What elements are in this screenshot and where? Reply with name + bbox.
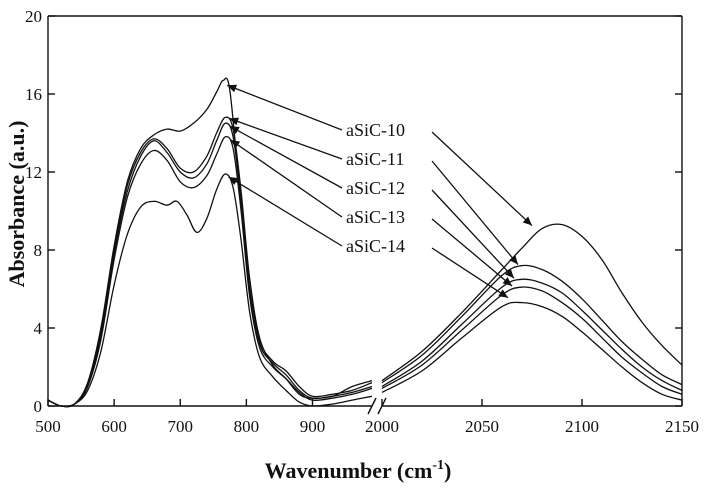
series-label-aSiC-13: aSiC-13 — [346, 207, 405, 227]
label-arrow-left — [226, 84, 343, 131]
label-arrow-left-head — [229, 126, 240, 135]
series-label-aSiC-10: aSiC-10 — [346, 120, 405, 140]
x-tick-label: 2100 — [565, 417, 599, 436]
label-arrow-left-head — [227, 84, 238, 93]
y-tick-label: 20 — [25, 7, 42, 26]
label-arrow-right — [431, 189, 515, 279]
plot-area: 0 4 8 12 16 20 500 600 700 800 900 2000 2050 2100 2150… — [25, 7, 699, 436]
series-line-aSiC-13-high — [381, 286, 683, 395]
label-arrow-right — [431, 247, 509, 299]
y-tick-label: 4 — [34, 319, 43, 338]
label-arrow-right-head — [509, 255, 518, 265]
series-line-aSiC-11-high — [381, 264, 683, 386]
y-tick-label: 16 — [25, 85, 42, 104]
label-arrow-left — [230, 139, 343, 218]
x-axis-title: Wavenumber (cm-1) — [265, 458, 452, 483]
y-tick-label: 0 — [34, 397, 43, 416]
axis-break-mark — [367, 397, 377, 415]
label-arrow-left — [229, 125, 343, 189]
label-arrow-right-head — [502, 277, 512, 286]
label-arrow-left-head — [229, 117, 240, 126]
series-line-aSiC-13-low — [47, 135, 373, 408]
series-label-aSiC-12: aSiC-12 — [346, 178, 405, 198]
x-tick-label: 2000 — [365, 417, 399, 436]
series-line-aSiC-12-high — [381, 278, 683, 391]
x-tick-label: 900 — [300, 417, 326, 436]
label-arrow-left — [228, 176, 343, 247]
series-line-aSiC-10-high — [381, 223, 683, 382]
label-arrow-left — [228, 117, 343, 160]
y-tick-label: 8 — [34, 241, 43, 260]
x-tick-label: 800 — [234, 417, 260, 436]
label-arrow-right — [431, 160, 519, 265]
label-arrow-left-head — [230, 139, 241, 149]
series-label-aSiC-11: aSiC-11 — [346, 149, 404, 169]
label-arrow-right-head — [504, 268, 514, 279]
label-arrow-right — [431, 218, 513, 287]
series-line-aSiC-12-low — [47, 122, 373, 408]
series-label-aSiC-14: aSiC-14 — [346, 236, 405, 256]
series-line-aSiC-11-low — [47, 116, 373, 408]
x-tick-label: 2150 — [665, 417, 699, 436]
series-line-aSiC-14-high — [381, 301, 683, 401]
label-arrow-right-head — [498, 289, 508, 298]
x-tick-label: 600 — [101, 417, 127, 436]
x-tick-label: 2050 — [465, 417, 499, 436]
label-arrow-right — [431, 131, 533, 227]
x-tick-label: 500 — [35, 417, 61, 436]
series-line-aSiC-14-low — [47, 173, 373, 407]
y-tick-label: 12 — [25, 163, 42, 182]
label-arrow-left-head — [228, 176, 239, 185]
y-axis-title: Absorbance (a.u.) — [4, 121, 29, 288]
label-arrow-right-head — [522, 216, 532, 226]
x-tick-label: 700 — [167, 417, 193, 436]
